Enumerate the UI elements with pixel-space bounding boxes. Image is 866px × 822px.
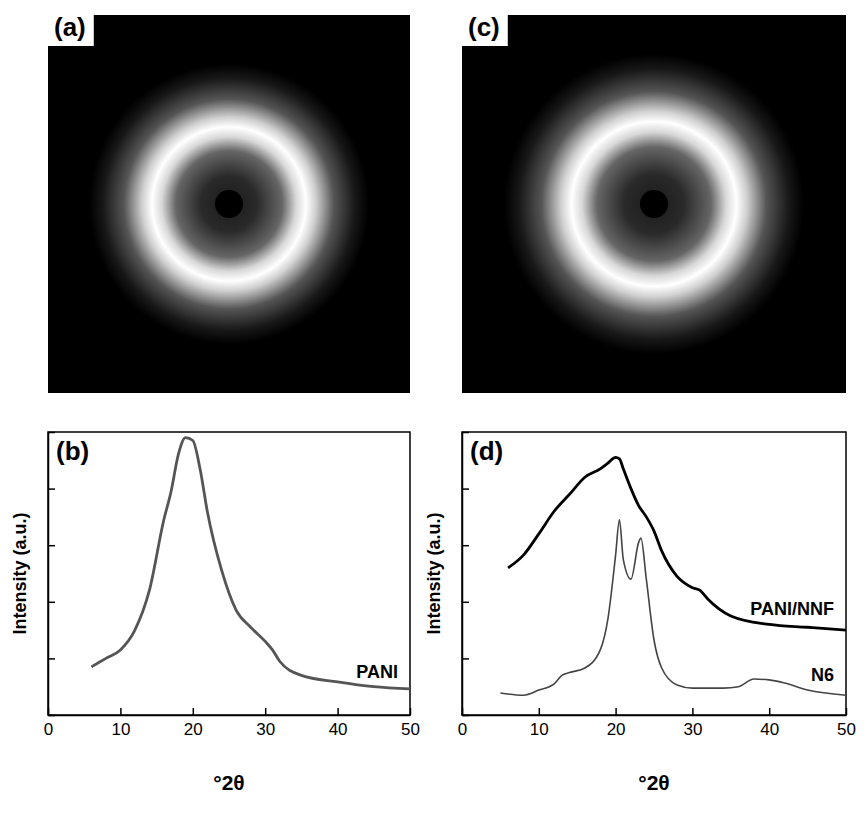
panel-label: (c) — [468, 12, 500, 42]
plot-frame — [48, 432, 410, 715]
y-tick-mark — [48, 545, 55, 547]
series-label: N6 — [811, 665, 834, 685]
diffraction-panel: (a) — [48, 2, 410, 393]
x-tick: 50 — [401, 708, 420, 739]
plot-frame — [462, 432, 846, 715]
y-axis-line — [462, 433, 464, 716]
x-tick-label: 10 — [111, 720, 130, 739]
x-tick-mark — [120, 708, 122, 715]
diffraction-ring — [504, 54, 804, 354]
xrd-panel: 0 10 20 30 40 50 °2θ Intensity (a.u.) PANI (b) — [10, 432, 420, 794]
y-tick — [462, 658, 469, 659]
x-tick-mark — [769, 708, 771, 715]
x-tick-mark — [193, 708, 195, 715]
x-tick-label: 50 — [837, 720, 856, 739]
y-tick-mark — [48, 658, 55, 660]
x-tick: 10 — [530, 708, 549, 739]
x-tick-mark — [410, 708, 412, 715]
y-tick — [48, 545, 55, 546]
x-tick: 20 — [184, 708, 203, 739]
y-tick — [462, 602, 469, 603]
y-tick-mark — [48, 488, 55, 490]
x-tick-label: 0 — [44, 720, 53, 739]
panel-label: (a) — [54, 12, 86, 42]
x-tick-label: 30 — [683, 720, 702, 739]
y-tick — [462, 715, 469, 716]
panel-label: (b) — [56, 436, 89, 466]
y-tick — [462, 432, 469, 433]
panel-label-box — [462, 2, 508, 46]
x-axis-title: °2θ — [638, 771, 669, 794]
y-tick — [462, 545, 469, 546]
y-tick — [48, 432, 55, 433]
series-line — [500, 520, 846, 695]
y-axis — [462, 433, 469, 716]
y-tick — [48, 602, 55, 603]
x-tick-label: 40 — [760, 720, 779, 739]
x-tick: 20 — [607, 708, 626, 739]
x-axis: 0 10 20 30 40 50 — [458, 708, 856, 739]
x-tick-label: 50 — [401, 720, 420, 739]
plot-area — [500, 457, 846, 695]
panel-label: (d) — [470, 436, 503, 466]
x-axis-title: °2θ — [213, 771, 244, 794]
x-tick-label: 0 — [458, 720, 467, 739]
y-tick — [48, 489, 55, 490]
y-axis — [48, 433, 55, 716]
series-line — [508, 457, 846, 630]
y-tick-mark — [462, 432, 469, 434]
x-tick-mark — [337, 708, 339, 715]
y-tick-mark — [462, 715, 469, 717]
x-tick: 30 — [256, 708, 275, 739]
y-tick-mark — [462, 488, 469, 490]
figure: (a) 0 10 20 30 40 50 °2θ Intensity (a.u.) PANI (b)… — [0, 0, 866, 822]
y-tick — [48, 715, 55, 716]
y-tick-mark — [48, 432, 55, 434]
y-tick-mark — [462, 602, 469, 604]
x-tick: 50 — [837, 708, 856, 739]
x-tick-mark — [846, 708, 848, 715]
y-tick-mark — [48, 602, 55, 604]
xrd-panel: 0 10 20 30 40 50 °2θ Intensity (a.u.) PANI/NNF N6… — [424, 432, 856, 794]
x-tick-mark — [692, 708, 694, 715]
y-axis-title: Intensity (a.u.) — [10, 512, 30, 634]
x-tick-label: 10 — [530, 720, 549, 739]
x-tick-mark — [615, 708, 617, 715]
y-tick-mark — [462, 658, 469, 660]
image-background — [462, 15, 846, 393]
x-tick: 10 — [111, 708, 130, 739]
x-tick: 30 — [683, 708, 702, 739]
series-label: PANI/NNF — [750, 599, 834, 619]
y-axis-title: Intensity (a.u.) — [424, 512, 444, 634]
x-tick-mark — [539, 708, 541, 715]
x-tick-label: 20 — [184, 720, 203, 739]
y-tick — [462, 489, 469, 490]
y-tick-mark — [462, 545, 469, 547]
x-tick-label: 20 — [607, 720, 626, 739]
x-tick-label: 40 — [329, 720, 348, 739]
series-label: PANI — [356, 662, 398, 682]
panel-label-box — [48, 2, 94, 46]
x-tick: 40 — [760, 708, 779, 739]
diffraction-panel: (c) — [462, 2, 846, 393]
plot-area — [91, 438, 410, 689]
beam-stop — [215, 190, 243, 218]
x-axis-line — [463, 715, 847, 717]
diffraction-ring — [89, 64, 369, 344]
x-tick: 40 — [329, 708, 348, 739]
y-tick-mark — [48, 715, 55, 717]
x-axis-line — [49, 715, 411, 717]
y-tick — [48, 658, 55, 659]
image-background — [48, 15, 410, 393]
y-axis-line — [48, 433, 50, 716]
series-line — [91, 438, 410, 689]
x-tick-label: 30 — [256, 720, 275, 739]
x-tick-mark — [265, 708, 267, 715]
beam-stop — [640, 190, 668, 218]
x-axis: 0 10 20 30 40 50 — [44, 708, 420, 739]
